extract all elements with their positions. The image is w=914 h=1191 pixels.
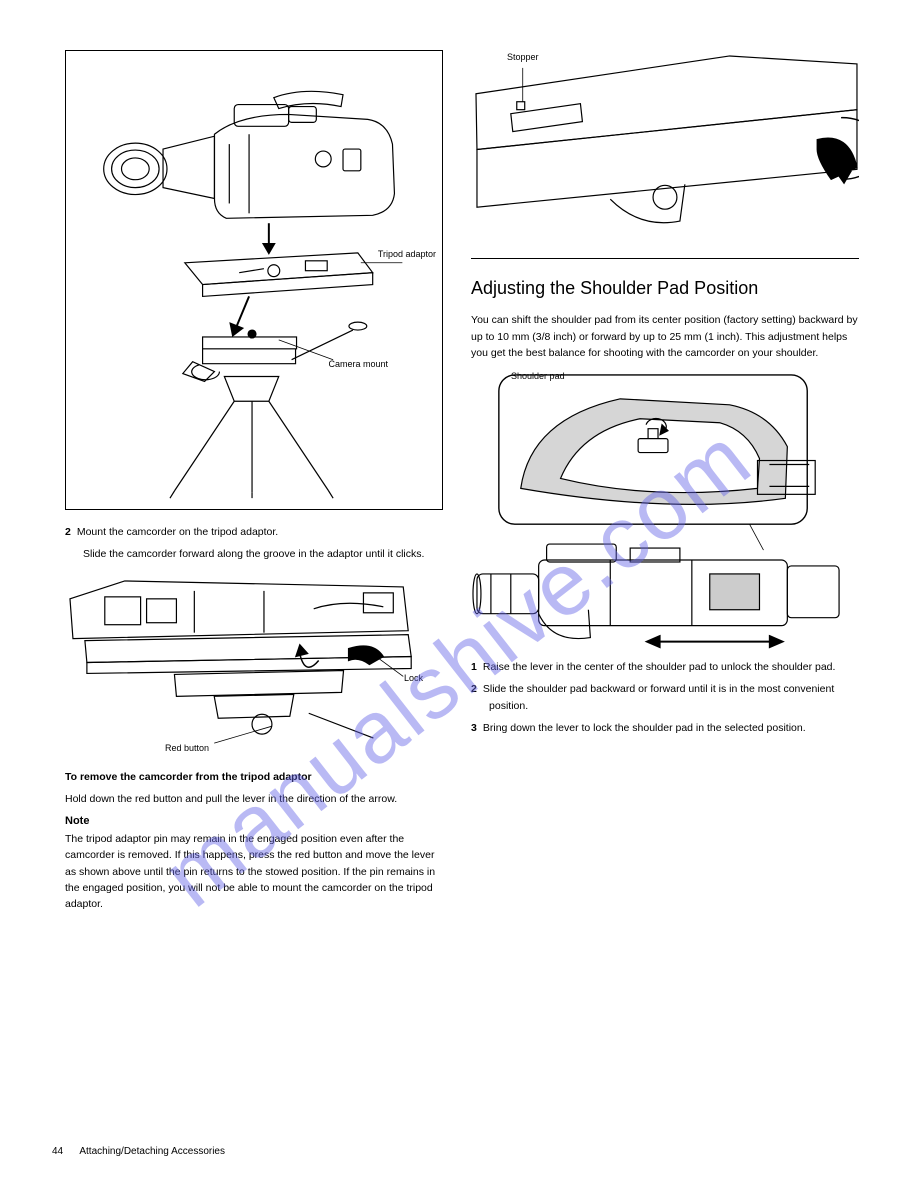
- label-camera-mount: Camera mount: [329, 359, 389, 371]
- page-number: 44: [52, 1146, 63, 1157]
- step-2-detail: Slide the camcorder forward along the gr…: [65, 546, 443, 562]
- note-head: Note: [65, 815, 443, 827]
- footer-text: Attaching/Detaching Accessories: [79, 1146, 225, 1157]
- label-red-button: Red button: [165, 743, 209, 755]
- remove-text: Hold down the red button and pull the le…: [65, 791, 443, 807]
- mount-detail-illustration: [65, 569, 443, 758]
- figure-shoulder-pad: Shoulder pad: [471, 369, 859, 659]
- section-heading-shoulder-pad: Adjusting the Shoulder Pad Position: [471, 277, 859, 300]
- right-column: Stopper Adjusting the Shoulder Pad Posit…: [471, 50, 859, 918]
- label-shoulder-pad: Shoulder pad: [511, 371, 565, 383]
- figure-mount-detail: Lock Red button: [65, 569, 443, 759]
- figure-stopper: Stopper: [471, 50, 859, 250]
- sp-step-3: 3Bring down the lever to lock the should…: [471, 720, 859, 736]
- intro-text: You can shift the shoulder pad from its …: [471, 312, 859, 361]
- label-stopper: Stopper: [507, 52, 539, 64]
- figure-camcorder-tripod: Tripod adaptor Camera mount: [65, 50, 443, 510]
- shoulder-pad-illustration: [471, 369, 859, 657]
- stopper-illustration: [471, 50, 859, 249]
- page-container: Tripod adaptor Camera mount 2Mount the c…: [0, 0, 914, 1191]
- left-column: Tripod adaptor Camera mount 2Mount the c…: [65, 50, 443, 918]
- section-divider: [471, 258, 859, 259]
- camcorder-tripod-illustration: [76, 65, 432, 500]
- page-footer: 44 Attaching/Detaching Accessories: [52, 1146, 225, 1157]
- sp-step-1: 1Raise the lever in the center of the sh…: [471, 659, 859, 675]
- label-tripod-adaptor: Tripod adaptor: [378, 249, 436, 261]
- remove-head: To remove the camcorder from the tripod …: [65, 769, 443, 785]
- note-text: The tripod adaptor pin may remain in the…: [65, 831, 443, 912]
- step-2: 2Mount the camcorder on the tripod adapt…: [65, 524, 443, 540]
- sp-step-2: 2Slide the shoulder pad backward or forw…: [471, 681, 859, 714]
- label-lock: Lock: [404, 673, 423, 685]
